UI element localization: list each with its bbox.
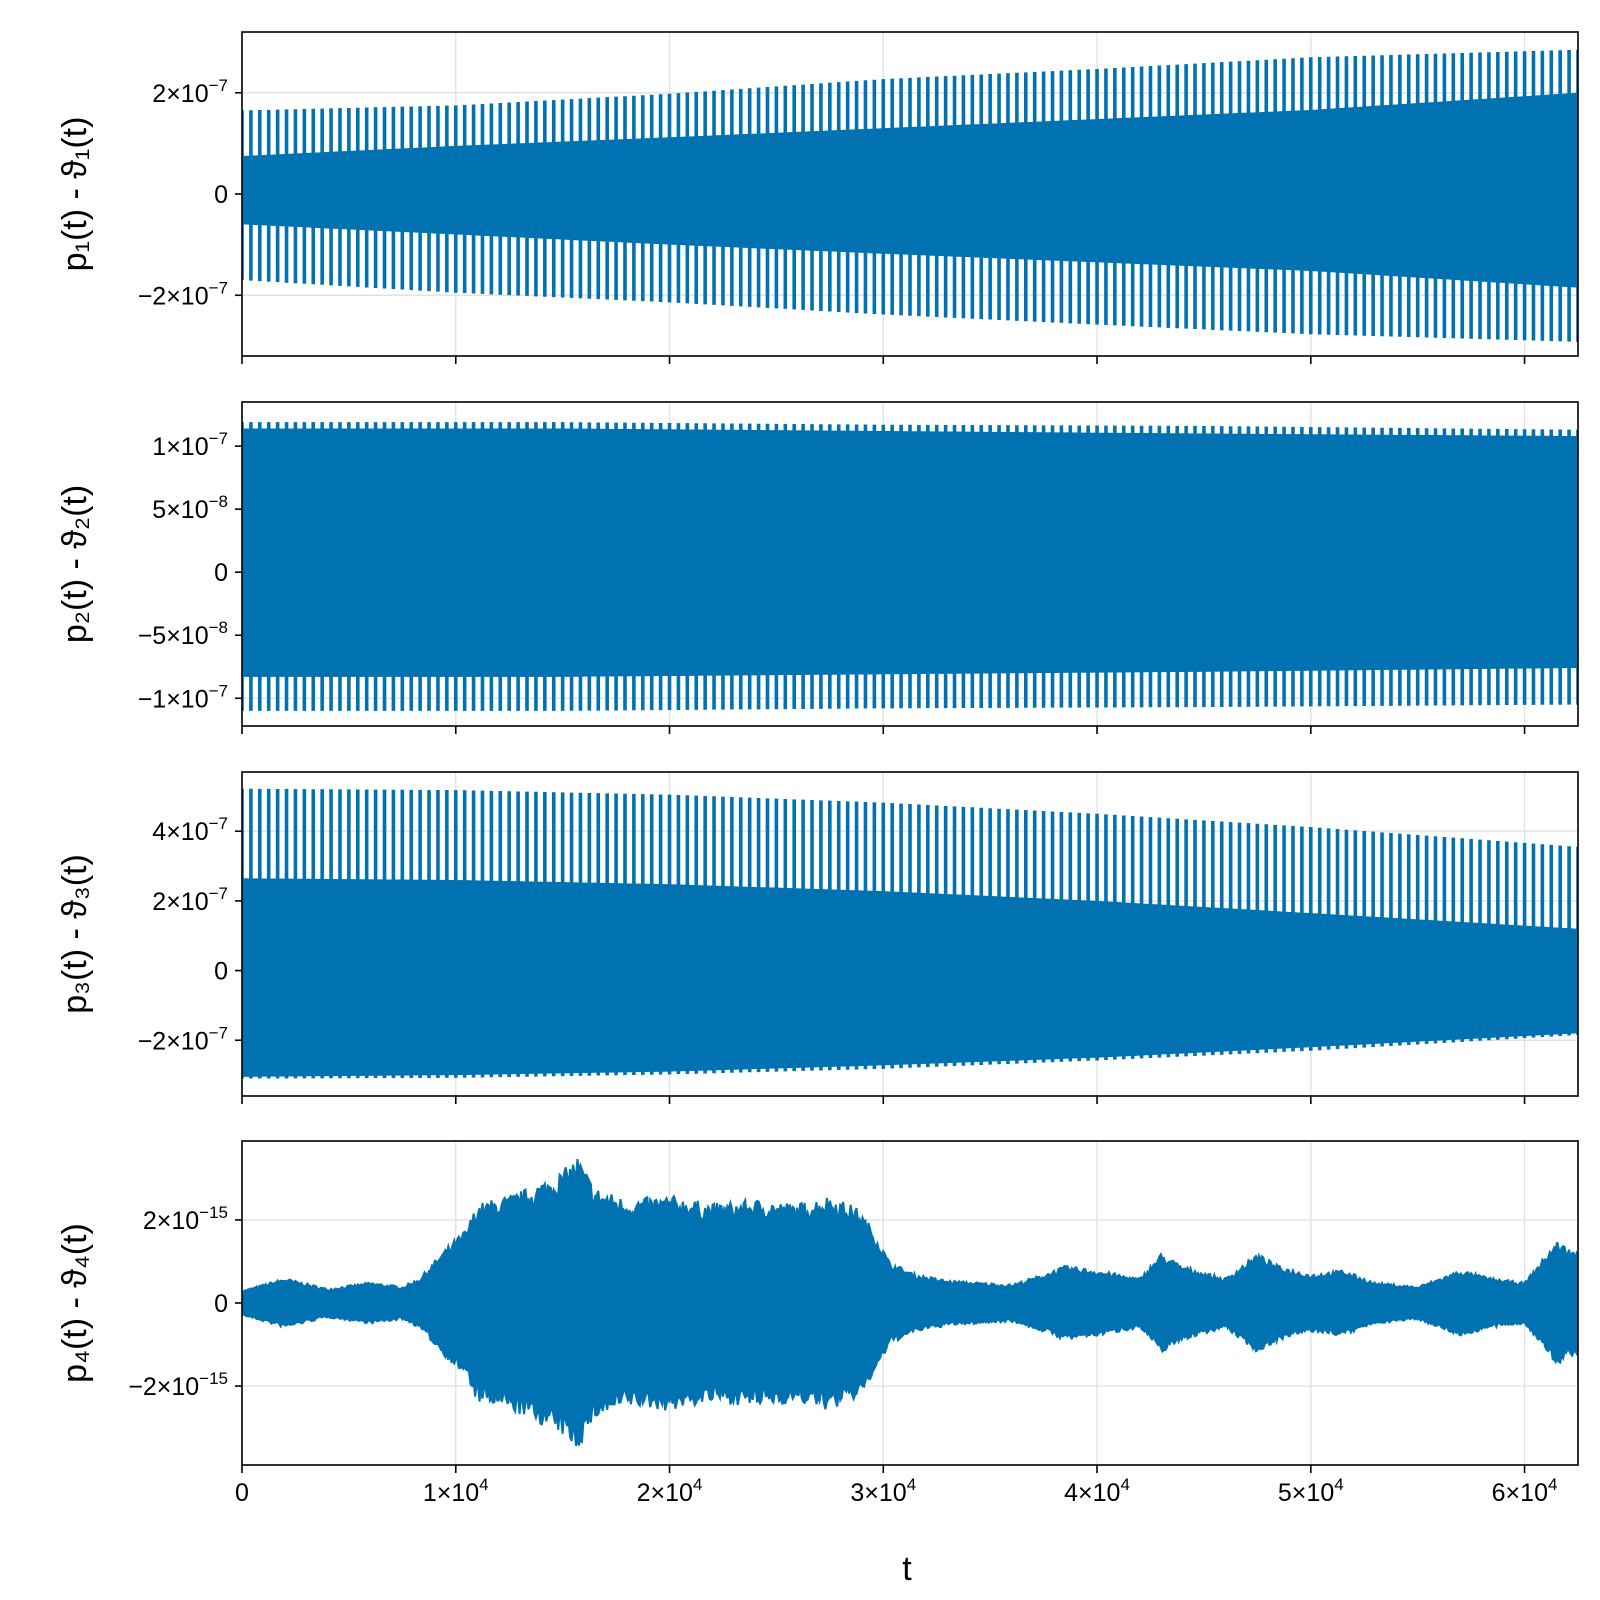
y-tick-label: −2×10−7 [138,278,228,310]
panel-4: −2×10−15 0 2×10−15 0 1×104 2×104 3×104 4×104 5×1… [56,1140,1579,1507]
series-core-band [242,428,1578,677]
y-axis-title: p₃(t) - ϑ₃(t) [56,854,94,1014]
y-tick-label: 0 [214,181,228,209]
y-tick-label: −1×10−7 [138,681,228,713]
series-4 [242,1158,1578,1447]
y-tick-label: −5×10−8 [138,618,228,650]
y-axis-title: p₁(t) - ϑ₁(t) [56,117,94,272]
y-tick-label: 2×10−15 [143,1203,228,1235]
y-tick-label: 0 [214,1290,228,1318]
y-tick-label: 5×10−8 [152,492,228,524]
series-line [242,1158,1578,1447]
y-tick-label: 2×10−7 [152,76,228,108]
y-axis-title: p₂(t) - ϑ₂(t) [56,485,94,643]
series-core-band [242,92,1578,288]
series-3 [242,788,1578,1079]
series-2 [242,422,1578,711]
series-1 [242,49,1578,342]
plot-frame [241,771,1579,1097]
y-tick-label: 0 [214,958,228,986]
x-tick-label: 3×104 [850,1475,916,1507]
y-tick-label: −2×10−7 [138,1023,228,1055]
y-tick-label: 2×10−7 [152,884,228,916]
y-tick-label: 4×10−7 [152,814,228,846]
x-tick-label: 0 [235,1479,249,1507]
panel-1: −2×10−7 0 2×10−7 p₁(t) - ϑ₁(t) [56,31,1579,364]
plot-frame [241,401,1579,727]
x-axis-title: t [902,1550,912,1588]
x-tick-label: 6×104 [1492,1475,1558,1507]
series-core-band [242,878,1578,1077]
x-tick-label: 4×104 [1064,1475,1130,1507]
panel-3: −2×10−7 0 2×10−7 4×10−7 p₃(t) - ϑ₃(t) [56,771,1579,1104]
x-tick-label: 2×104 [637,1475,703,1507]
y-tick-label: 0 [214,559,228,587]
x-tick-label: 1×104 [423,1475,489,1507]
panels: −2×10−7 0 2×10−7 p₁(t) - ϑ₁(t) −1×10−7 −5×10−… [56,31,1579,1507]
panel-2: −1×10−7 −5×10−8 0 5×10−8 1×10−7 p₂(t) - ϑ₂(t) [56,401,1579,734]
y-tick-label: 1×10−7 [152,429,228,461]
y-tick-label: −2×10−15 [128,1369,228,1401]
x-tick-label: 5×104 [1278,1475,1344,1507]
y-axis-title: p₄(t) - ϑ₄(t) [56,1223,94,1383]
